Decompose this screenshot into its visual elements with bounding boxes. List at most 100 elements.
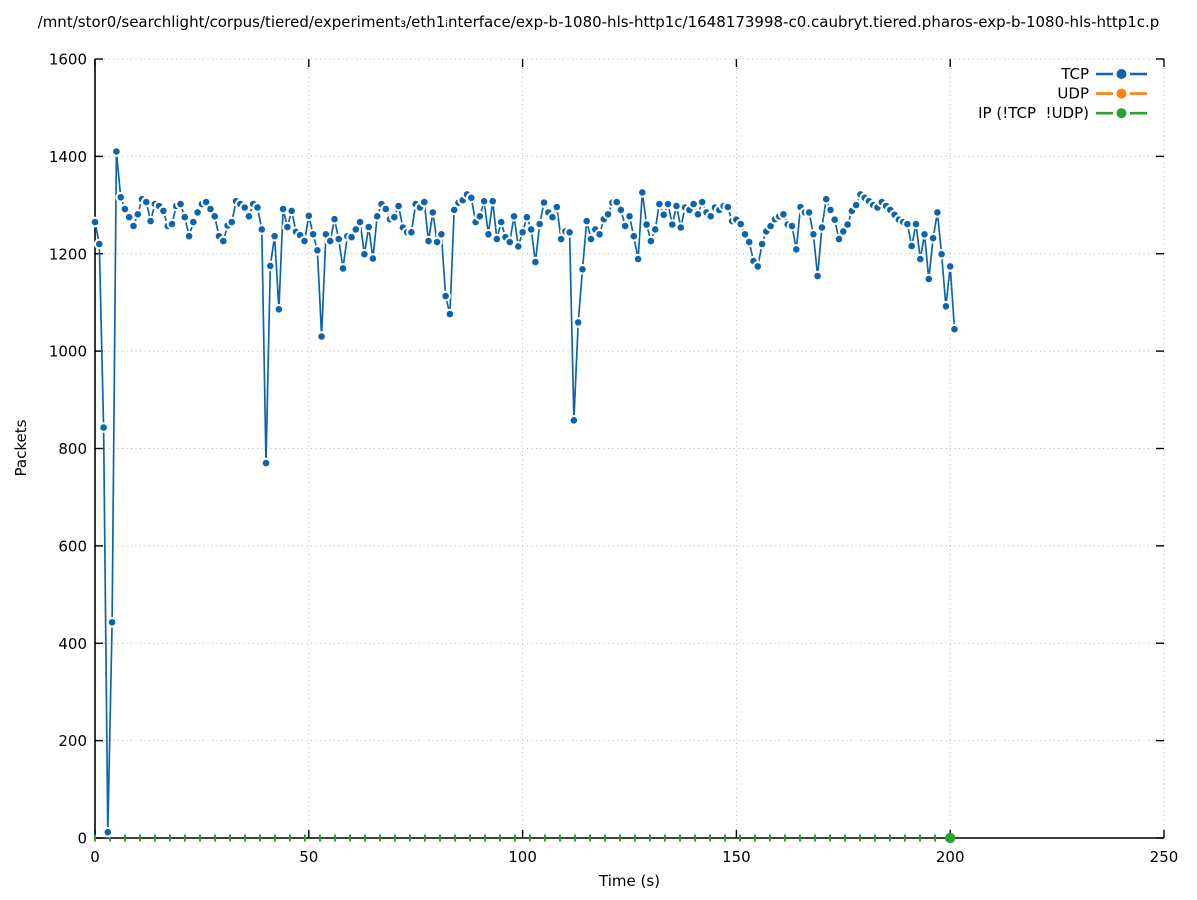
series-tcp-point xyxy=(359,248,370,260)
series-tcp-point xyxy=(256,224,268,235)
series-tcp-point xyxy=(367,253,379,264)
x-axis-title: Time (s) xyxy=(599,872,660,890)
series-tcp-point xyxy=(632,253,644,265)
series-tcp-point xyxy=(427,207,439,218)
series-tcp-point xyxy=(389,211,400,223)
series-tcp-point xyxy=(530,256,541,268)
y-tick-label: 800 xyxy=(58,440,87,458)
series-tcp-point xyxy=(128,220,139,232)
series-tcp-point xyxy=(478,195,490,207)
series-tcp-point xyxy=(654,198,665,210)
series-tcp-point xyxy=(910,218,922,230)
series-tcp-point xyxy=(564,227,575,238)
series-tcp-point xyxy=(752,261,764,272)
series-tcp-point xyxy=(833,233,845,245)
series-tcp-point xyxy=(132,209,144,220)
series-tcp-point xyxy=(812,270,823,282)
series-tcp-point xyxy=(98,422,109,433)
series-tcp-point xyxy=(705,211,717,222)
series-tcp-point xyxy=(316,331,327,342)
series-tcp-point xyxy=(786,220,798,232)
series-tcp-point xyxy=(218,235,229,247)
y-tick-label: 200 xyxy=(58,732,87,750)
series-tcp-point xyxy=(277,203,289,215)
series-tcp-point xyxy=(307,229,319,240)
series-tcp-point xyxy=(521,211,533,223)
series-tcp-point xyxy=(282,221,293,233)
series-tcp-point xyxy=(649,224,661,235)
series-tcp-point xyxy=(547,211,558,223)
series-tcp-point xyxy=(538,197,550,208)
series-tcp-point xyxy=(778,209,789,220)
series-tcp-point xyxy=(637,187,648,198)
series-tcp-line xyxy=(94,151,956,833)
series-tcp-point xyxy=(431,236,443,248)
series-tcp-point xyxy=(791,244,802,255)
series-tcp-point xyxy=(658,209,670,221)
series-tcp-point xyxy=(688,198,699,210)
series-tcp-point xyxy=(525,224,537,235)
legend-label: TCP xyxy=(1060,65,1089,83)
y-tick-label: 1000 xyxy=(49,343,87,361)
series-tcp-point xyxy=(902,218,913,230)
series-tcp-point xyxy=(111,146,122,157)
series-tcp-point xyxy=(572,317,584,328)
series-tcp-point xyxy=(932,207,943,218)
series-tcp-point xyxy=(645,235,657,247)
series-tcp-point xyxy=(89,216,101,228)
series-tcp-point xyxy=(551,201,563,213)
x-tick-label: 150 xyxy=(722,848,751,866)
series-tcp-point xyxy=(739,229,751,240)
series-tcp-point xyxy=(735,218,747,230)
series-tcp-point xyxy=(436,229,447,240)
series-tcp-point xyxy=(209,211,220,222)
y-tick-label: 0 xyxy=(77,830,87,848)
series-tcp-point xyxy=(927,232,939,244)
series-tcp-point xyxy=(568,415,580,426)
series-tcp-point xyxy=(615,204,627,216)
series-tcp-point xyxy=(915,253,926,265)
y-tick-label: 600 xyxy=(58,537,87,555)
series-tcp-point xyxy=(239,202,250,213)
series-tcp-point xyxy=(179,211,191,223)
series-tcp-point xyxy=(641,219,652,230)
series-tcp-point xyxy=(495,216,507,228)
series-tcp-point xyxy=(487,195,499,207)
series-tcp-point xyxy=(466,192,477,204)
series-tcp-point xyxy=(483,229,494,240)
series-tcp-point xyxy=(743,236,755,248)
series-tcp-point xyxy=(675,222,687,233)
series-tcp-point xyxy=(585,233,597,245)
series-tcp-point xyxy=(504,236,516,248)
series-tcp-point xyxy=(474,211,486,222)
series-tcp-point xyxy=(299,235,310,247)
series-tcp-point xyxy=(829,214,841,225)
y-axis-title: Packets xyxy=(12,419,30,477)
series-tcp-point xyxy=(555,233,567,245)
chart-title: /mnt/stor0/searchlight/corpus/tiered/exp… xyxy=(37,13,1160,31)
series-tcp-point xyxy=(825,204,836,216)
y-tick-label: 1400 xyxy=(49,148,87,166)
series-tcp-point xyxy=(252,202,263,213)
y-tick-label: 1200 xyxy=(49,245,87,263)
series-tcp-point xyxy=(337,263,349,274)
series-tcp-point xyxy=(513,241,524,252)
series-tcp-point xyxy=(265,260,276,272)
series-tcp-point xyxy=(406,227,417,238)
series-tcp-point xyxy=(94,238,105,250)
series-tcp-point xyxy=(380,203,392,215)
series-tcp-point xyxy=(808,229,819,240)
series-tcp-point xyxy=(119,203,131,215)
series-tcp-point xyxy=(141,196,152,208)
series-tcp-point xyxy=(850,199,862,211)
x-tick-label: 0 xyxy=(90,848,100,866)
series-tcp-point xyxy=(226,216,238,228)
x-tick-label: 100 xyxy=(508,848,537,866)
series-tcp-point xyxy=(662,198,674,210)
series-tcp-point xyxy=(175,198,186,210)
series-tcp-point xyxy=(671,200,682,212)
series-tcp-point xyxy=(393,200,404,212)
series-tcp-point xyxy=(692,209,704,220)
y-tick-label: 1600 xyxy=(49,51,87,69)
y-tick-label: 400 xyxy=(58,635,87,653)
